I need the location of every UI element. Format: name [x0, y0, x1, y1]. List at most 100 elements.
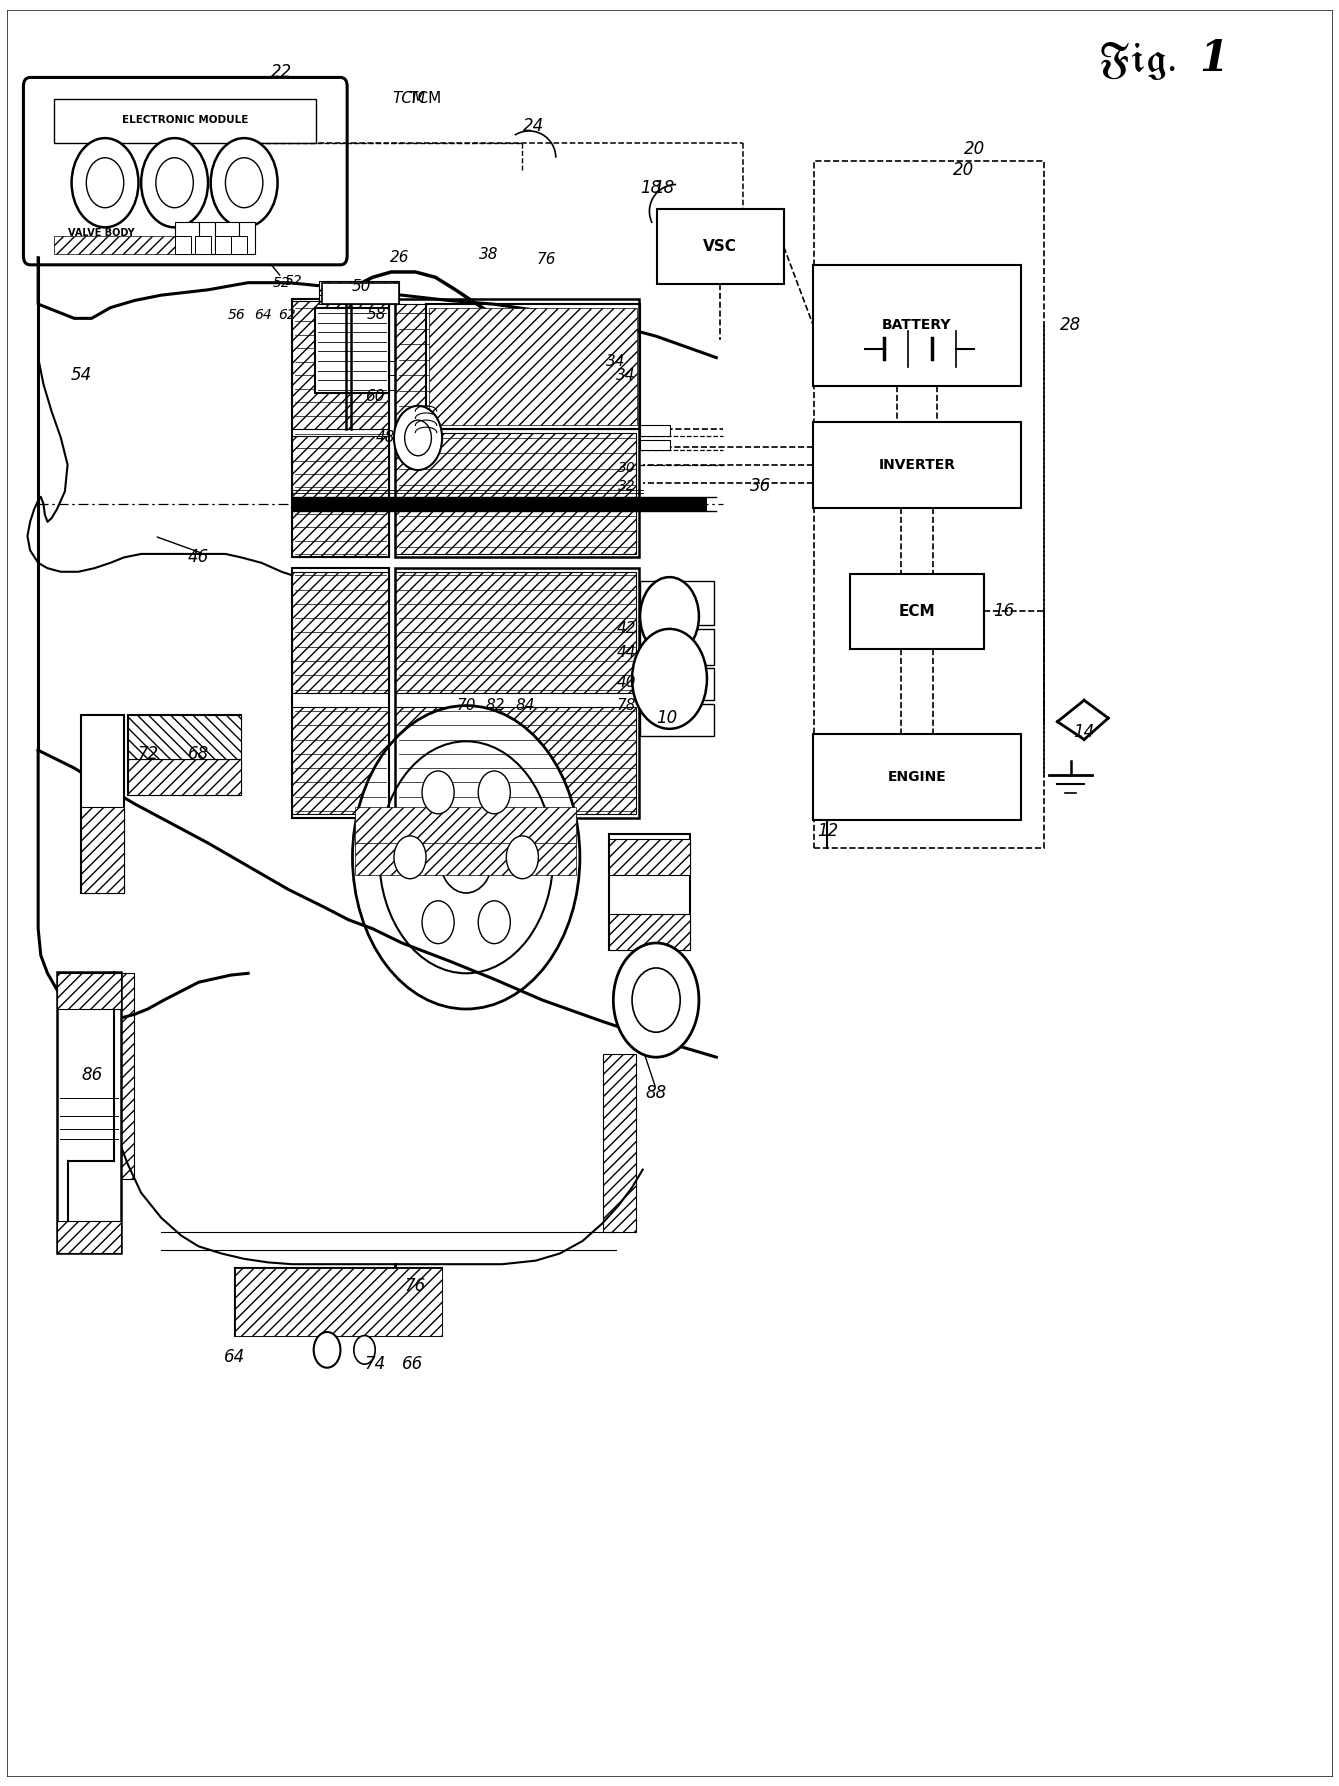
Text: ENGINE: ENGINE	[888, 770, 947, 784]
Text: TCM: TCM	[392, 91, 426, 107]
Bar	[214, 236, 230, 254]
Text: 18: 18	[653, 179, 675, 196]
Circle shape	[313, 1332, 340, 1368]
Text: 50: 50	[352, 279, 372, 293]
Circle shape	[394, 405, 442, 470]
Bar	[100, 973, 134, 1179]
Bar	[395, 568, 639, 818]
Bar	[292, 298, 388, 557]
Text: VALVE BODY: VALVE BODY	[68, 227, 134, 238]
Text: BATTERY: BATTERY	[882, 318, 952, 332]
Text: 52: 52	[284, 273, 303, 288]
Text: 86: 86	[82, 1066, 102, 1084]
Text: 56: 56	[228, 307, 245, 321]
Text: 82: 82	[486, 698, 505, 713]
Circle shape	[478, 900, 510, 943]
Bar	[292, 568, 388, 818]
Bar	[395, 707, 636, 814]
Text: 84: 84	[516, 698, 534, 713]
Bar	[814, 161, 1044, 848]
Circle shape	[71, 138, 138, 227]
Text: 74: 74	[364, 1356, 386, 1373]
Text: 46: 46	[187, 548, 209, 566]
Text: 54: 54	[71, 366, 91, 384]
Bar	[234, 1268, 442, 1336]
Circle shape	[422, 772, 454, 814]
Bar	[127, 714, 241, 759]
Text: 64: 64	[224, 1348, 245, 1366]
Circle shape	[352, 705, 580, 1009]
Text: 58: 58	[367, 307, 387, 321]
Bar	[194, 236, 210, 254]
Bar	[813, 421, 1020, 507]
Bar	[56, 972, 121, 1254]
Bar	[54, 236, 181, 254]
Text: 16: 16	[994, 602, 1015, 620]
Bar	[640, 439, 670, 450]
Bar	[292, 707, 388, 814]
Text: 22: 22	[270, 63, 292, 80]
Bar	[640, 668, 714, 700]
Bar	[395, 432, 636, 554]
Circle shape	[394, 836, 426, 879]
Text: 30: 30	[617, 461, 636, 475]
Bar	[395, 298, 639, 557]
Text: ECM: ECM	[898, 604, 935, 618]
Text: 32: 32	[617, 479, 636, 493]
Bar	[813, 264, 1020, 386]
Bar	[54, 98, 316, 143]
Circle shape	[379, 741, 553, 973]
Circle shape	[632, 629, 707, 729]
Bar	[292, 572, 388, 693]
Bar	[56, 1222, 121, 1254]
Circle shape	[439, 822, 493, 893]
Circle shape	[210, 138, 277, 227]
Bar	[80, 714, 123, 893]
Text: 20: 20	[964, 139, 986, 157]
Text: 64: 64	[254, 307, 272, 321]
Bar	[426, 304, 640, 429]
Text: 88: 88	[645, 1084, 667, 1102]
Circle shape	[225, 157, 262, 207]
Bar	[603, 1054, 636, 1232]
Text: 62: 62	[279, 307, 296, 321]
Text: 70: 70	[457, 698, 475, 713]
Text: 72: 72	[137, 745, 158, 763]
Bar	[319, 295, 399, 304]
Bar	[355, 839, 576, 875]
Text: 34: 34	[616, 368, 635, 382]
Text: $\mathfrak{Fig.}$ 1: $\mathfrak{Fig.}$ 1	[1098, 38, 1224, 82]
Bar	[292, 497, 707, 511]
Text: 68: 68	[187, 745, 209, 763]
Circle shape	[404, 420, 431, 455]
Text: 28: 28	[1060, 316, 1082, 334]
Bar	[640, 629, 714, 664]
Bar	[198, 221, 214, 254]
Circle shape	[141, 138, 208, 227]
Text: 18: 18	[640, 179, 661, 196]
Circle shape	[640, 577, 699, 655]
Bar	[609, 839, 690, 875]
Text: 26: 26	[390, 250, 408, 264]
Text: 24: 24	[522, 116, 544, 134]
Bar	[315, 307, 388, 393]
Bar	[319, 280, 399, 295]
Bar	[609, 914, 690, 950]
Bar	[640, 580, 714, 625]
Text: 52: 52	[273, 275, 291, 289]
Text: 76: 76	[537, 252, 556, 266]
Circle shape	[478, 772, 510, 814]
Bar	[127, 759, 241, 795]
FancyBboxPatch shape	[24, 77, 347, 264]
Bar	[80, 807, 123, 893]
Text: VSC: VSC	[703, 239, 738, 254]
Bar	[850, 573, 984, 648]
Text: 66: 66	[402, 1356, 423, 1373]
Bar	[428, 307, 637, 425]
Bar	[174, 221, 198, 254]
Bar	[395, 572, 636, 693]
Text: 76: 76	[404, 1277, 426, 1295]
Bar	[174, 236, 190, 254]
Text: 20: 20	[953, 161, 975, 179]
Text: 48: 48	[376, 430, 396, 445]
